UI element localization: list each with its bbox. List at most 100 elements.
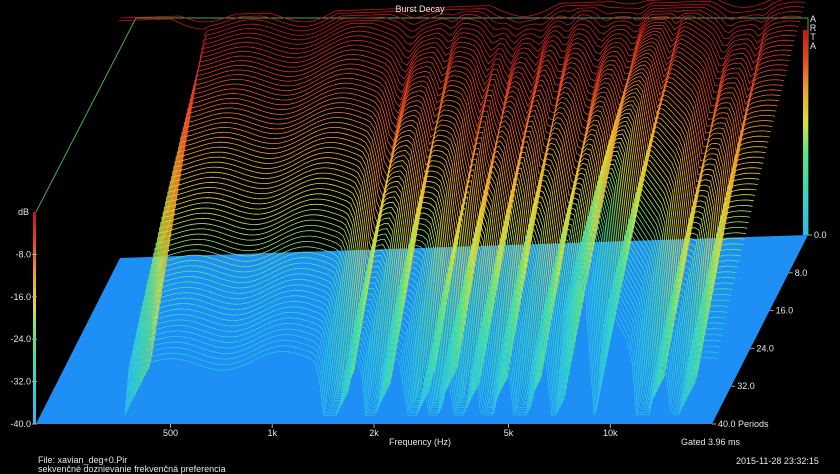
decay-slice — [192, 30, 794, 100]
decay-slice — [142, 208, 737, 381]
file-name: File: xavian_deg+0.Pir — [38, 455, 128, 465]
decay-slice — [143, 204, 738, 379]
decay-slice — [153, 163, 750, 342]
decay-slice — [160, 137, 758, 297]
z-tick-label: 24.0 — [756, 343, 774, 353]
decay-slice — [162, 133, 760, 289]
decay-slice — [137, 226, 732, 391]
decay-slice — [126, 269, 720, 411]
decay-slice — [203, 1, 806, 37]
waterfall-curves — [118, 0, 806, 416]
x-tick-label: 2k — [369, 428, 379, 438]
decay-slice — [135, 236, 729, 395]
decay-slice — [199, 12, 802, 58]
z-axis-ticks: 0.0 8.0 16.0 24.0 32.0 40.0 Periods — [712, 230, 827, 429]
decay-slice — [185, 52, 786, 143]
decay-slice — [156, 155, 753, 327]
y-tick-label: -32.0 — [10, 377, 31, 387]
decay-slice — [178, 76, 778, 187]
decay-slice — [186, 48, 787, 136]
gated-label: Gated 3.96 ms — [681, 437, 741, 447]
z-tick-label: 16.0 — [776, 306, 794, 316]
decay-slice — [169, 108, 768, 245]
decay-slice — [195, 24, 797, 86]
decay-slice — [124, 278, 717, 416]
decay-slice — [158, 146, 756, 312]
timestamp: 2015-11-28 23:32:15 — [736, 456, 819, 466]
y-axis-label: dB — [18, 207, 30, 217]
decay-slice — [191, 33, 793, 107]
x-tick-label: 10k — [603, 428, 618, 438]
decay-slice — [176, 84, 776, 201]
decay-slice — [159, 142, 757, 304]
left-color-bar — [33, 212, 36, 424]
decay-slice — [171, 100, 770, 230]
decay-slice — [200, 9, 803, 51]
decay-slice — [151, 172, 748, 357]
brand-letter: R — [809, 23, 817, 33]
brand-letter: A — [809, 41, 816, 51]
decay-slice — [172, 96, 772, 223]
decay-slice — [144, 199, 740, 377]
y-tick-label: -40.0 — [10, 419, 31, 429]
x-tick-label: 5k — [504, 428, 514, 438]
decay-slice — [193, 27, 795, 93]
x-axis-label: Frequency (Hz) — [388, 437, 451, 447]
decay-slice — [131, 250, 725, 402]
x-axis-ticks: 500 1k 2k 5k 10k — [163, 424, 618, 438]
decay-slice — [170, 104, 769, 238]
decay-slice — [196, 21, 798, 79]
decay-slice — [182, 64, 782, 165]
decay-slice — [129, 259, 723, 407]
decay-slice — [166, 116, 765, 260]
decay-slice — [165, 120, 764, 267]
decay-slice — [130, 254, 724, 404]
y-tick-label: -24.0 — [10, 334, 31, 344]
decay-slice — [157, 150, 754, 319]
decay-slice — [184, 56, 785, 150]
decay-slice — [198, 15, 801, 65]
decay-slice — [145, 194, 741, 374]
z-tick-label: 8.0 — [795, 268, 808, 278]
decay-slice — [127, 264, 721, 409]
decay-slice — [189, 41, 790, 122]
decay-slice — [140, 213, 736, 384]
decay-slice — [190, 37, 791, 115]
chart-title: Burst Decay — [395, 4, 445, 14]
decay-slice — [202, 6, 805, 44]
decay-slice — [138, 222, 733, 388]
decay-slice — [125, 273, 719, 414]
decay-slice — [149, 181, 745, 367]
brand-letter: T — [810, 32, 816, 42]
decay-slice — [167, 112, 766, 253]
decay-slice — [139, 217, 735, 386]
brand-logo: A R T A — [808, 15, 818, 51]
y-tick-label: -8.0 — [15, 249, 31, 259]
decay-slice — [177, 80, 777, 194]
brand-letter: A — [809, 14, 816, 24]
decay-slice — [119, 0, 772, 23]
right-color-bar — [803, 30, 808, 235]
decay-slice — [118, 0, 783, 30]
decay-slice — [179, 72, 779, 179]
decay-slice — [147, 185, 744, 370]
z-tick-label: 40.0 Periods — [718, 419, 769, 429]
y-axis-ticks: -8.0 -16.0 -24.0 -32.0 -40.0 — [10, 249, 37, 429]
decay-slice — [132, 245, 727, 400]
y-tick-label: -16.0 — [10, 292, 31, 302]
decay-slice — [136, 231, 731, 393]
decay-slice — [197, 18, 799, 72]
z-tick-label: 0.0 — [814, 230, 827, 240]
decay-slice — [146, 190, 742, 372]
decay-slice — [133, 240, 728, 398]
decay-slice — [152, 168, 749, 349]
decay-slice — [150, 177, 746, 364]
decay-slice — [163, 129, 761, 282]
z-tick-label: 32.0 — [737, 381, 755, 391]
decay-slice — [164, 125, 762, 275]
decay-slice — [180, 68, 781, 172]
decay-slice — [183, 60, 783, 158]
file-description: sekvenčné doznievanie frekvenčná prefere… — [38, 464, 226, 474]
decay-slice — [155, 159, 752, 334]
